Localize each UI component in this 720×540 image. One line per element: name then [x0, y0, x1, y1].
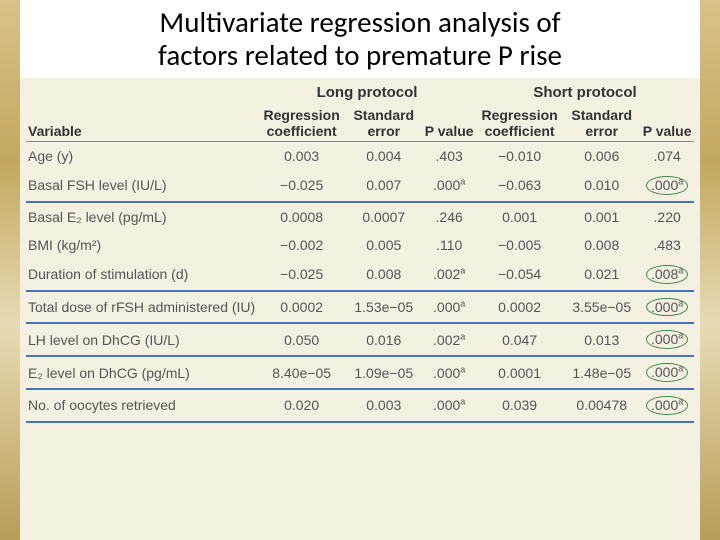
regression-table: Long protocol Short protocol Variable Re…: [26, 82, 694, 423]
pvalue-a-cell: .000a: [422, 389, 476, 422]
short-protocol-header: Short protocol: [476, 82, 694, 105]
regcoef-a-cell: −0.025: [258, 259, 345, 291]
pvalue-a-cell: .000a: [422, 356, 476, 389]
stderr-a-cell: 0.016: [345, 323, 422, 356]
stderr-b-cell: 0.008: [563, 231, 640, 259]
slide-title: Multivariate regression analysis of fact…: [0, 0, 720, 75]
regcoef-a-cell: 0.0002: [258, 291, 345, 324]
stderr-header-a: Standard error: [345, 105, 422, 142]
title-line-1: Multivariate regression analysis of: [159, 4, 560, 40]
pvalue-header-a: P value: [422, 105, 476, 142]
pvalue-b-cell: .074: [640, 142, 694, 171]
stderr-a-cell: 0.005: [345, 231, 422, 259]
table-row: Total dose of rFSH administered (IU)0.00…: [26, 291, 694, 324]
pvalue-a-cell: .002a: [422, 323, 476, 356]
pvalue-a-cell: .000a: [422, 170, 476, 202]
pvalue-a-cell: .000a: [422, 291, 476, 324]
stderr-a-cell: 1.53e−05: [345, 291, 422, 324]
column-header-row: Variable Regression coefficient Standard…: [26, 105, 694, 142]
stderr-a-cell: 0.0007: [345, 202, 422, 231]
regcoef-a-cell: 0.050: [258, 323, 345, 356]
long-protocol-header: Long protocol: [258, 82, 476, 105]
pvalue-a-cell: .002a: [422, 259, 476, 291]
regcoef-header-a: Regression coefficient: [258, 105, 345, 142]
stderr-b-cell: 0.010: [563, 170, 640, 202]
table-row: BMI (kg/m²)−0.0020.005.110−0.0050.008.48…: [26, 231, 694, 259]
regcoef-header-b: Regression coefficient: [476, 105, 563, 142]
title-line-2: factors related to premature P rise: [158, 37, 562, 73]
stderr-a-cell: 1.09e−05: [345, 356, 422, 389]
stderr-b-cell: 1.48e−05: [563, 356, 640, 389]
pvalue-header-b: P value: [640, 105, 694, 142]
regcoef-a-cell: 0.0008: [258, 202, 345, 231]
stderr-a-cell: 0.004: [345, 142, 422, 171]
table-row: Basal FSH level (IU/L)−0.0250.007.000a−0…: [26, 170, 694, 202]
table-row: Age (y)0.0030.004.403−0.0100.006.074: [26, 142, 694, 171]
variable-cell: E₂ level on DhCG (pg/mL): [26, 356, 258, 389]
pvalue-b-cell: .000a: [640, 389, 694, 422]
stderr-b-cell: 0.001: [563, 202, 640, 231]
stderr-b-cell: 0.021: [563, 259, 640, 291]
protocol-header-row: Long protocol Short protocol: [26, 82, 694, 105]
regcoef-b-cell: −0.054: [476, 259, 563, 291]
table-row: Duration of stimulation (d)−0.0250.008.0…: [26, 259, 694, 291]
table-row: E₂ level on DhCG (pg/mL)8.40e−051.09e−05…: [26, 356, 694, 389]
regcoef-a-cell: 8.40e−05: [258, 356, 345, 389]
regcoef-b-cell: 0.039: [476, 389, 563, 422]
pvalue-b-cell: .220: [640, 202, 694, 231]
variable-header: Variable: [26, 105, 258, 142]
variable-cell: BMI (kg/m²): [26, 231, 258, 259]
regression-table-container: Long protocol Short protocol Variable Re…: [20, 78, 700, 540]
stderr-b-cell: 0.006: [563, 142, 640, 171]
decorative-strip-left: [0, 0, 20, 540]
pvalue-b-cell: .483: [640, 231, 694, 259]
regcoef-b-cell: 0.0002: [476, 291, 563, 324]
pvalue-a-cell: .403: [422, 142, 476, 171]
regcoef-a-cell: −0.025: [258, 170, 345, 202]
variable-cell: Basal E₂ level (pg/mL): [26, 202, 258, 231]
regcoef-b-cell: −0.010: [476, 142, 563, 171]
variable-cell: Age (y): [26, 142, 258, 171]
pvalue-b-cell: .000a: [640, 291, 694, 324]
table-row: No. of oocytes retrieved0.0200.003.000a0…: [26, 389, 694, 422]
stderr-a-cell: 0.007: [345, 170, 422, 202]
variable-cell: Total dose of rFSH administered (IU): [26, 291, 258, 324]
regcoef-b-cell: 0.001: [476, 202, 563, 231]
table-body: Age (y)0.0030.004.403−0.0100.006.074Basa…: [26, 142, 694, 422]
variable-cell: Basal FSH level (IU/L): [26, 170, 258, 202]
stderr-b-cell: 0.00478: [563, 389, 640, 422]
pvalue-a-cell: .246: [422, 202, 476, 231]
stderr-b-cell: 3.55e−05: [563, 291, 640, 324]
variable-cell: LH level on DhCG (IU/L): [26, 323, 258, 356]
regcoef-a-cell: −0.002: [258, 231, 345, 259]
table-row: LH level on DhCG (IU/L)0.0500.016.002a0.…: [26, 323, 694, 356]
regcoef-a-cell: 0.003: [258, 142, 345, 171]
regcoef-b-cell: −0.063: [476, 170, 563, 202]
regcoef-a-cell: 0.020: [258, 389, 345, 422]
pvalue-b-cell: .000a: [640, 356, 694, 389]
variable-cell: Duration of stimulation (d): [26, 259, 258, 291]
variable-cell: No. of oocytes retrieved: [26, 389, 258, 422]
stderr-b-cell: 0.013: [563, 323, 640, 356]
pvalue-b-cell: .000a: [640, 170, 694, 202]
regcoef-b-cell: −0.005: [476, 231, 563, 259]
table-row: Basal E₂ level (pg/mL)0.00080.0007.2460.…: [26, 202, 694, 231]
pvalue-b-cell: .000a: [640, 323, 694, 356]
decorative-strip-right: [700, 0, 720, 540]
pvalue-a-cell: .110: [422, 231, 476, 259]
pvalue-b-cell: .008a: [640, 259, 694, 291]
stderr-a-cell: 0.003: [345, 389, 422, 422]
stderr-header-b: Standard error: [563, 105, 640, 142]
regcoef-b-cell: 0.047: [476, 323, 563, 356]
stderr-a-cell: 0.008: [345, 259, 422, 291]
regcoef-b-cell: 0.0001: [476, 356, 563, 389]
